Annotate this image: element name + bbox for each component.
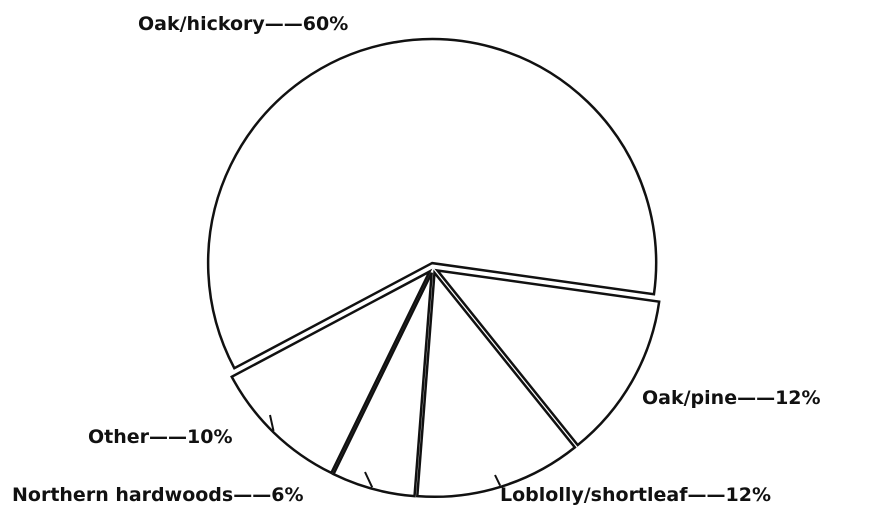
slice-name: Loblolly/shortleaf — [500, 484, 688, 506]
slice-label: Loblolly/shortleaf——12% — [500, 484, 771, 506]
slice-name: Oak/pine — [642, 387, 737, 409]
pie-slice — [415, 269, 577, 498]
pie-slice — [230, 268, 433, 475]
slice-label: Oak/hickory——60% — [138, 13, 348, 35]
slice-label: Oak/pine——12% — [642, 387, 821, 409]
leader-line — [364, 471, 374, 488]
slice-value: ——6% — [233, 484, 303, 506]
leader-line — [269, 414, 275, 432]
pie-slice — [331, 272, 433, 498]
leader-line — [494, 474, 502, 487]
slice-value: ——10% — [149, 426, 232, 448]
slice-label: Other——10% — [88, 426, 233, 448]
leader-line — [629, 381, 633, 386]
slice-name: Northern hardwoods — [12, 484, 233, 506]
pie-slice — [434, 268, 661, 447]
slice-name: Oak/hickory — [138, 13, 265, 35]
slice-name: Other — [88, 426, 150, 448]
slice-value: ——12% — [737, 387, 820, 409]
slice-label: Northern hardwoods——6% — [12, 484, 303, 506]
slice-value: ——12% — [688, 484, 771, 506]
pie-slice — [206, 37, 658, 370]
slice-value: ——60% — [265, 13, 348, 35]
